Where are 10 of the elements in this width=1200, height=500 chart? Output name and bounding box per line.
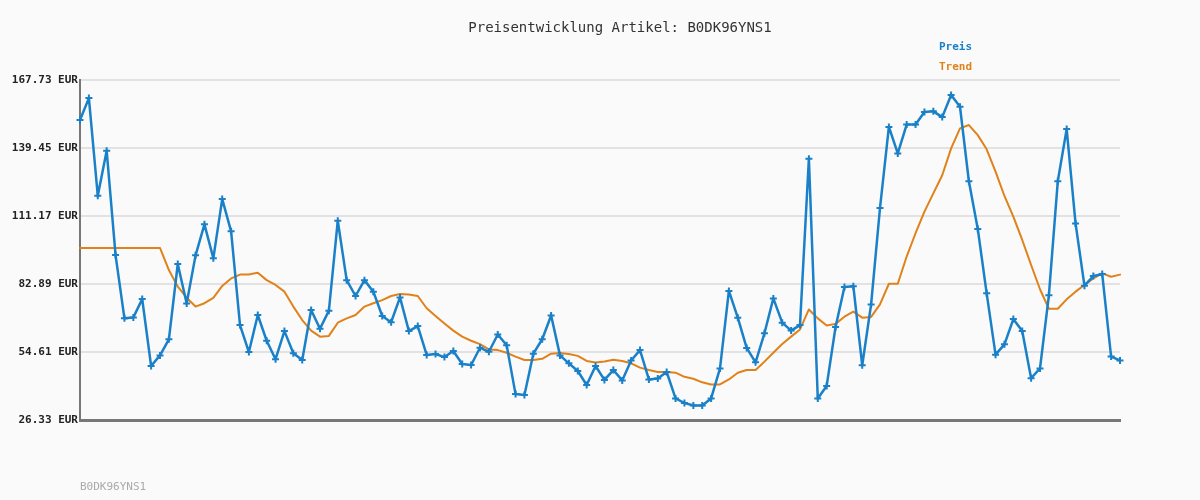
y-tick-label: 54.61 EUR [18, 344, 79, 358]
y-tick-label: 111.17 EUR [11, 208, 79, 222]
chart-title: Preisentwicklung Artikel: B0DK96YNS1 [468, 18, 772, 35]
y-tick-label: 139.45 EUR [11, 140, 79, 154]
text: Preis [939, 39, 973, 53]
y-tick-label: 167.73 EUR [11, 72, 79, 86]
text: Trend [939, 59, 973, 73]
y-tick-label: 26.33 EUR [18, 412, 79, 426]
text: B0DK96YNS1 [80, 479, 147, 493]
y-tick-label: 82.89 EUR [18, 276, 79, 290]
